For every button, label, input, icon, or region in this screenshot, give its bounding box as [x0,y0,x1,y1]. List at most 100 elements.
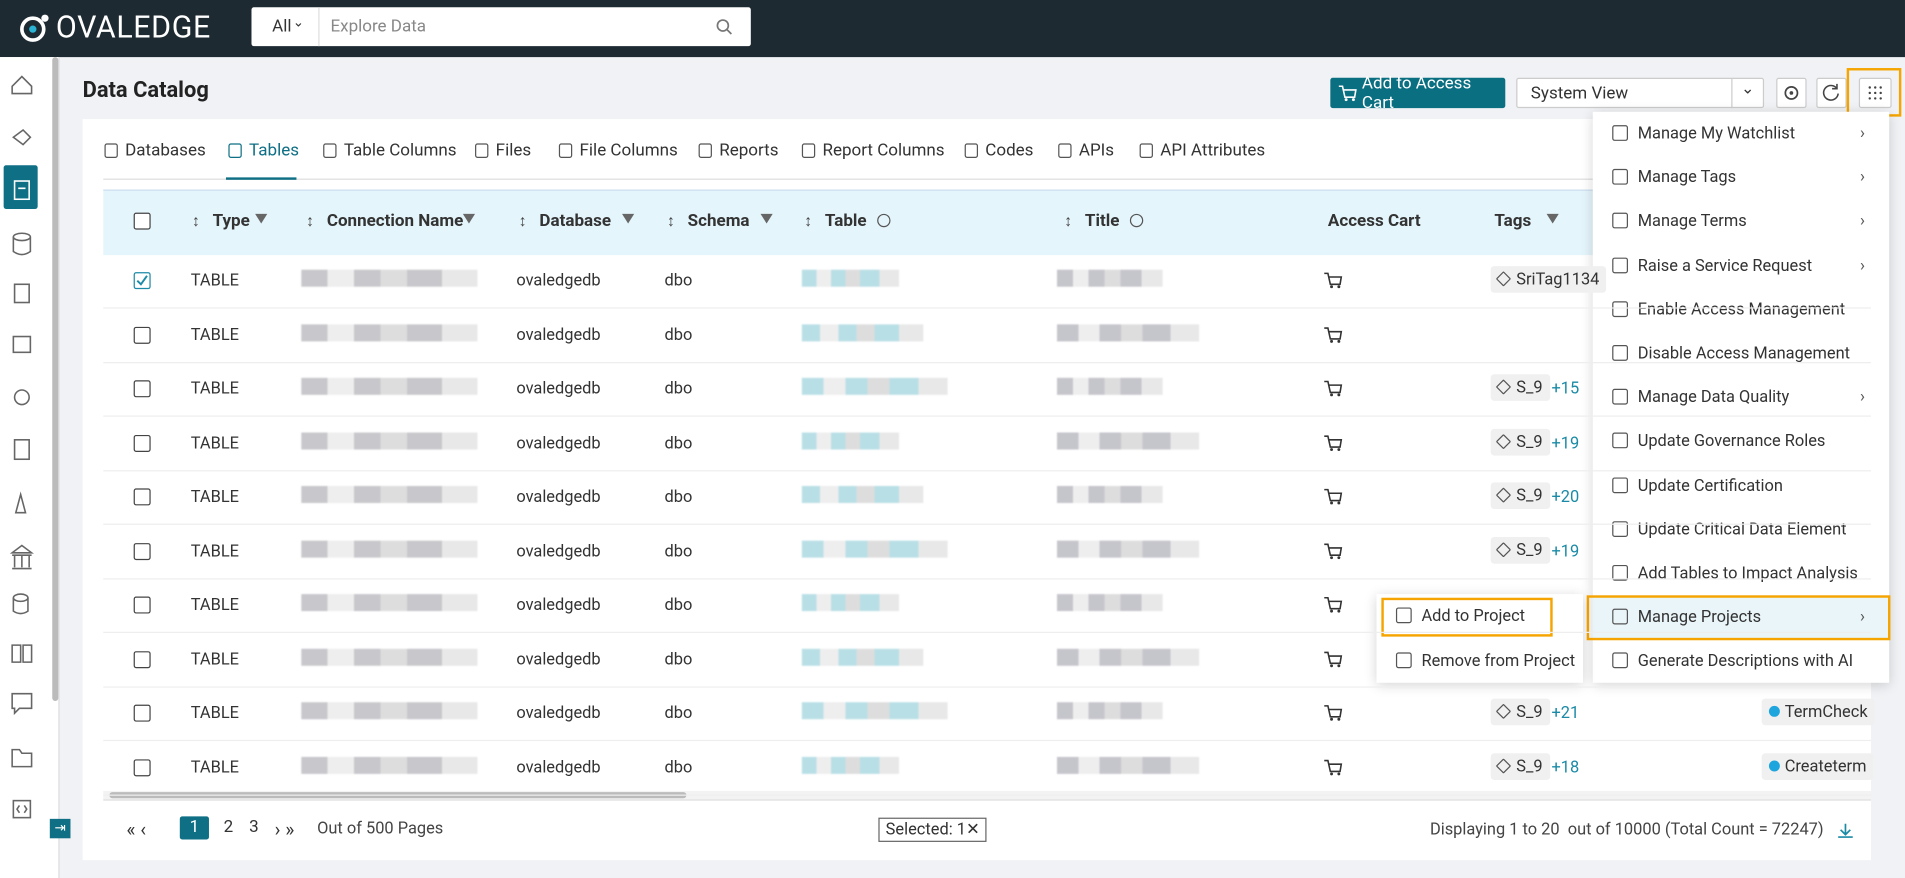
page-number[interactable]: 2 [223,817,234,838]
add-to-access-cart-button[interactable]: Add to Access Cart [1330,74,1506,112]
tag-chip[interactable]: S_9 [1490,536,1550,564]
nav-icons[interactable] [9,69,36,822]
filter-icon[interactable] [255,213,268,224]
row-checkbox[interactable] [133,542,151,560]
tab-label[interactable]: API Attributes [1160,140,1266,161]
tag-chip[interactable]: S_9 [1490,698,1550,726]
menu-item[interactable]: Manage My Watchlist › [1593,112,1889,156]
menu-item[interactable]: Generate Descriptions with AI [1593,640,1889,684]
search-icon[interactable] [716,18,733,35]
tag-more[interactable]: +21 [1551,703,1580,723]
next-last[interactable]: › » [274,817,295,841]
row-checkbox[interactable] [133,272,151,290]
menu-item[interactable]: Update Governance Roles [1593,420,1889,464]
submenu-icon [1395,651,1412,668]
menu-item[interactable]: Disable Access Management [1593,332,1889,376]
term-chip[interactable]: TermCheck [1761,698,1875,726]
tab-label[interactable]: Report Columns [822,140,945,161]
tab-label[interactable]: APIs [1078,140,1115,161]
view-select[interactable]: System View ⌄ [1516,77,1765,109]
filter-icon[interactable] [760,213,773,224]
selected-count[interactable]: Selected: 1✕ [878,817,987,842]
tab-label[interactable]: Table Columns [343,140,457,161]
page-number[interactable]: 1 [179,816,209,840]
access-cart-icon[interactable] [1323,271,1343,294]
type-cell: TABLE [190,541,239,561]
menu-item[interactable]: Enable Access Management [1593,288,1889,332]
tag-chip[interactable]: S_9 [1490,482,1550,510]
tag-chip[interactable]: S_9 [1490,374,1550,401]
filter-icon[interactable] [462,213,476,224]
access-cart-icon[interactable] [1323,487,1343,510]
access-cart-icon[interactable] [1323,649,1343,672]
tag-chip[interactable]: S_9 [1490,752,1550,780]
first-prev[interactable]: « ‹ [126,817,147,841]
tag-more[interactable]: +19 [1551,433,1580,453]
sort-icon[interactable]: ↕ [804,212,813,231]
expand-sidebar[interactable]: ⇥ [49,818,71,839]
menu-item[interactable]: Update Critical Data Element [1593,508,1889,552]
submenu-item[interactable]: Add to Project [1377,594,1584,638]
tag-chip[interactable]: SriTag1134 [1490,266,1607,293]
select-all-checkbox[interactable] [133,212,151,230]
search-scope[interactable]: All [272,17,292,37]
access-cart-icon[interactable] [1323,379,1343,402]
sort-icon[interactable]: ↕ [306,212,315,231]
row-checkbox[interactable] [133,596,151,614]
settings-button[interactable] [1776,77,1807,109]
access-cart-icon[interactable] [1323,758,1343,781]
tag-more[interactable]: +19 [1551,541,1580,561]
tab-label[interactable]: Reports [719,140,779,161]
sort-icon[interactable]: ↕ [666,212,675,231]
row-checkbox[interactable] [133,380,151,398]
filter-icon[interactable] [1546,213,1559,224]
access-cart-icon[interactable] [1323,541,1343,564]
menu-icon [1612,389,1628,405]
tab-label[interactable]: Databases [125,140,206,161]
access-cart-icon[interactable] [1323,595,1343,618]
term-chip[interactable]: Createterm [1761,752,1874,780]
blurred-cell [801,377,948,395]
access-cart-icon[interactable] [1323,325,1343,348]
menu-item[interactable]: Add Tables to Impact Analysis [1593,552,1889,596]
tab-label[interactable]: File Columns [579,140,678,161]
filter-icon[interactable] [622,213,635,224]
tag-more[interactable]: +20 [1551,487,1580,507]
menu-item[interactable]: Manage Tags › [1593,156,1889,200]
menu-item[interactable]: Raise a Service Request › [1593,244,1889,288]
tab-label[interactable]: Tables [249,140,300,161]
sort-icon[interactable]: ↕ [1064,212,1073,231]
download-icon[interactable] [1837,823,1854,840]
row-checkbox[interactable] [133,326,151,344]
row-checkbox[interactable] [133,434,151,452]
search-box[interactable]: All ⌄ Explore Data [251,7,751,47]
button-label: Add to Access Cart [1361,73,1472,113]
row-checkbox[interactable] [133,488,151,506]
active-nav[interactable] [3,165,38,209]
row-checkbox[interactable] [133,650,151,668]
top-bar: OVALEDGE All ⌄ Explore Data [0,0,1905,58]
refresh-button[interactable] [1816,77,1847,109]
submenu-item[interactable]: Remove from Project [1377,638,1584,682]
tab-label[interactable]: Codes [985,140,1034,161]
blurred-cell [301,648,478,666]
tag-chip[interactable]: S_9 [1490,428,1550,455]
tag-more[interactable]: +15 [1551,379,1580,399]
sort-icon[interactable]: ↕ [191,212,200,231]
row-checkbox[interactable] [133,704,151,722]
sort-icon[interactable]: ↕ [518,212,527,231]
page-number[interactable]: 3 [249,817,259,838]
more-actions-button[interactable] [1858,77,1892,109]
access-cart-icon[interactable] [1323,433,1343,456]
menu-item[interactable]: Manage Data Quality › [1593,376,1889,420]
access-cart-icon[interactable] [1323,703,1343,726]
tab-label[interactable]: Files [495,140,532,161]
search-icon[interactable] [1129,213,1144,228]
menu-item[interactable]: Manage Terms › [1593,200,1889,244]
row-divider [103,469,1871,471]
menu-item[interactable]: Update Certification [1593,464,1889,508]
database-cell: ovaledgedb [516,379,601,399]
search-icon[interactable] [877,213,891,228]
tag-more[interactable]: +18 [1551,757,1580,777]
row-checkbox[interactable] [133,758,151,776]
